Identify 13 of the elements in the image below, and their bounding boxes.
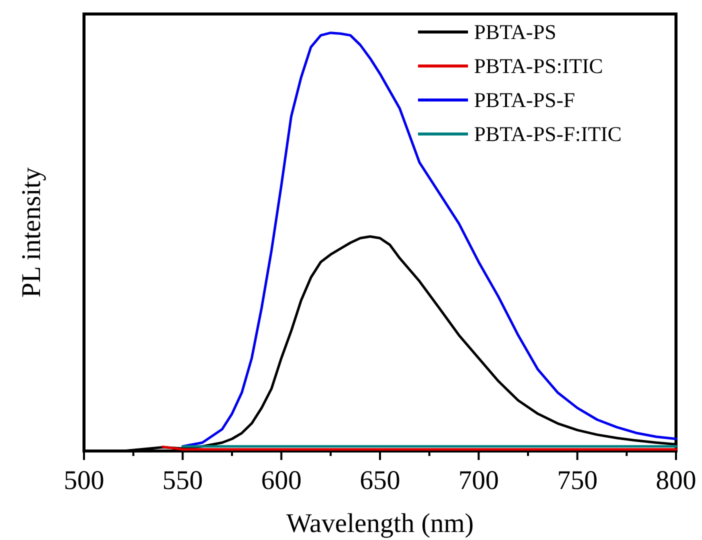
x-tick-label: 750	[557, 465, 598, 495]
y-axis-title: PL intensity	[16, 166, 46, 298]
x-tick-label: 500	[64, 465, 104, 495]
x-tick-label: 600	[261, 465, 302, 495]
legend-label: PBTA-PS-F:ITIC	[474, 122, 622, 146]
legend-label: PBTA-PS:ITIC	[474, 54, 604, 78]
x-tick-label: 550	[162, 465, 203, 495]
legend-label: PBTA-PS-F	[474, 88, 576, 112]
x-tick-label: 800	[656, 465, 696, 495]
legend-label: PBTA-PS	[474, 20, 556, 44]
x-tick-label: 700	[458, 465, 499, 495]
x-tick-label: 650	[360, 465, 400, 495]
x-axis-title: Wavelength (nm)	[286, 508, 474, 538]
